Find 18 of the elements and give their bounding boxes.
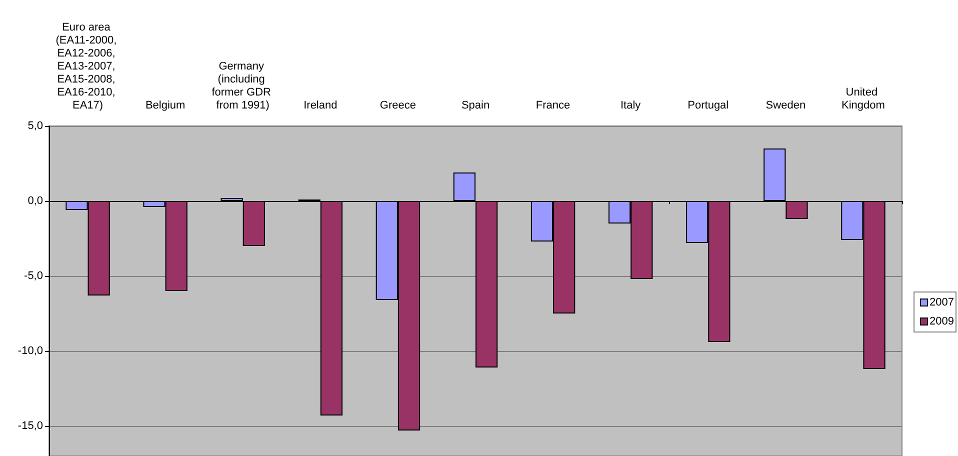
x-tick-label: Greece [380,100,416,112]
legend-label: 2009 [930,316,954,328]
legend-label: 2007 [930,296,954,308]
x-tick-label: Germany (including former GDR from 1991) [212,60,274,112]
x-tick-label: Portugal [688,100,729,112]
x-tick-label: Spain [461,100,490,112]
x-tick-label: Belgium [145,100,186,112]
x-tick-label: United Kingdom [842,86,885,112]
x-tick-label: Ireland [304,100,338,112]
x-tick-label: France [536,100,570,112]
x-tick-label: Sweden [766,100,806,112]
x-tick-label: Euro area (EA11-2000, EA12-2006, EA13-2007, EA15-2008, EA16-2010, EA17) [56,22,120,112]
y-tick-label: 0,0 [28,195,43,207]
y-tick-label: -15,0 [18,420,43,432]
y-tick-label: -10,0 [18,345,43,357]
x-tick-label: Italy [620,100,642,112]
y-tick-label: -5,0 [24,270,43,282]
y-tick-label: 5,0 [28,120,43,132]
